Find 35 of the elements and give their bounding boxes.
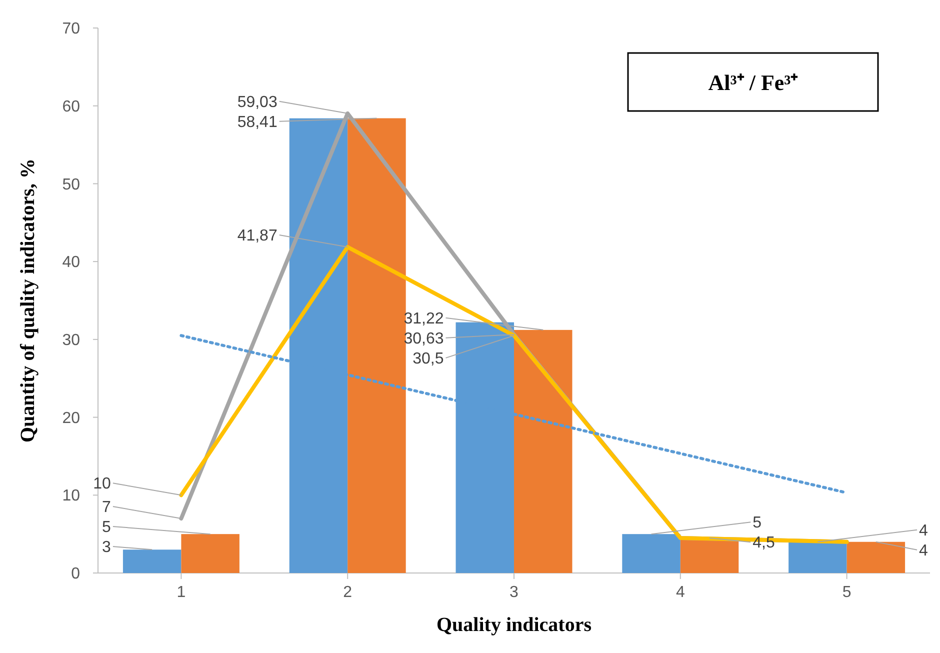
y-tick-label: 0 bbox=[71, 566, 80, 583]
data-label: 58,41 bbox=[237, 114, 278, 132]
bar bbox=[348, 118, 406, 573]
data-label: 7 bbox=[102, 499, 112, 516]
data-label: 10 bbox=[93, 476, 112, 493]
x-tick-label: 3 bbox=[510, 584, 519, 601]
y-tick-label: 70 bbox=[62, 20, 80, 38]
data-label: 4 bbox=[919, 542, 928, 560]
annotation: Al³⁺ / Fe³⁺ bbox=[708, 70, 799, 95]
text-box: Al³⁺ / Fe³⁺ bbox=[627, 52, 879, 112]
x-tick-label: 5 bbox=[842, 584, 852, 601]
bar bbox=[788, 542, 847, 573]
bar bbox=[181, 534, 240, 573]
data-label: 5 bbox=[752, 514, 762, 532]
y-tick-label: 60 bbox=[62, 98, 80, 116]
x-tick-label: 2 bbox=[343, 584, 352, 601]
y-tick-label: 10 bbox=[62, 488, 80, 505]
x-tick-label: 4 bbox=[676, 584, 685, 601]
x-axis-title: Quality indicators bbox=[436, 614, 592, 636]
data-label: 41,87 bbox=[237, 228, 278, 245]
x-tick-label: 1 bbox=[176, 584, 186, 601]
bar bbox=[622, 534, 680, 573]
data-label: 4 bbox=[919, 522, 928, 540]
y-tick-label: 50 bbox=[62, 176, 80, 194]
bar bbox=[514, 330, 572, 573]
y-tick-label: 40 bbox=[62, 254, 80, 272]
data-label: 30,5 bbox=[412, 350, 444, 368]
y-axis-title: Quantity of quality indicators, % bbox=[17, 158, 39, 442]
y-tick-label: 20 bbox=[62, 410, 80, 427]
y-tick-label: 30 bbox=[62, 332, 80, 350]
data-label: 5 bbox=[102, 519, 112, 536]
data-label: 59,03 bbox=[237, 94, 278, 112]
bar bbox=[122, 550, 182, 573]
data-label: 3 bbox=[102, 539, 112, 556]
bar bbox=[846, 542, 906, 573]
